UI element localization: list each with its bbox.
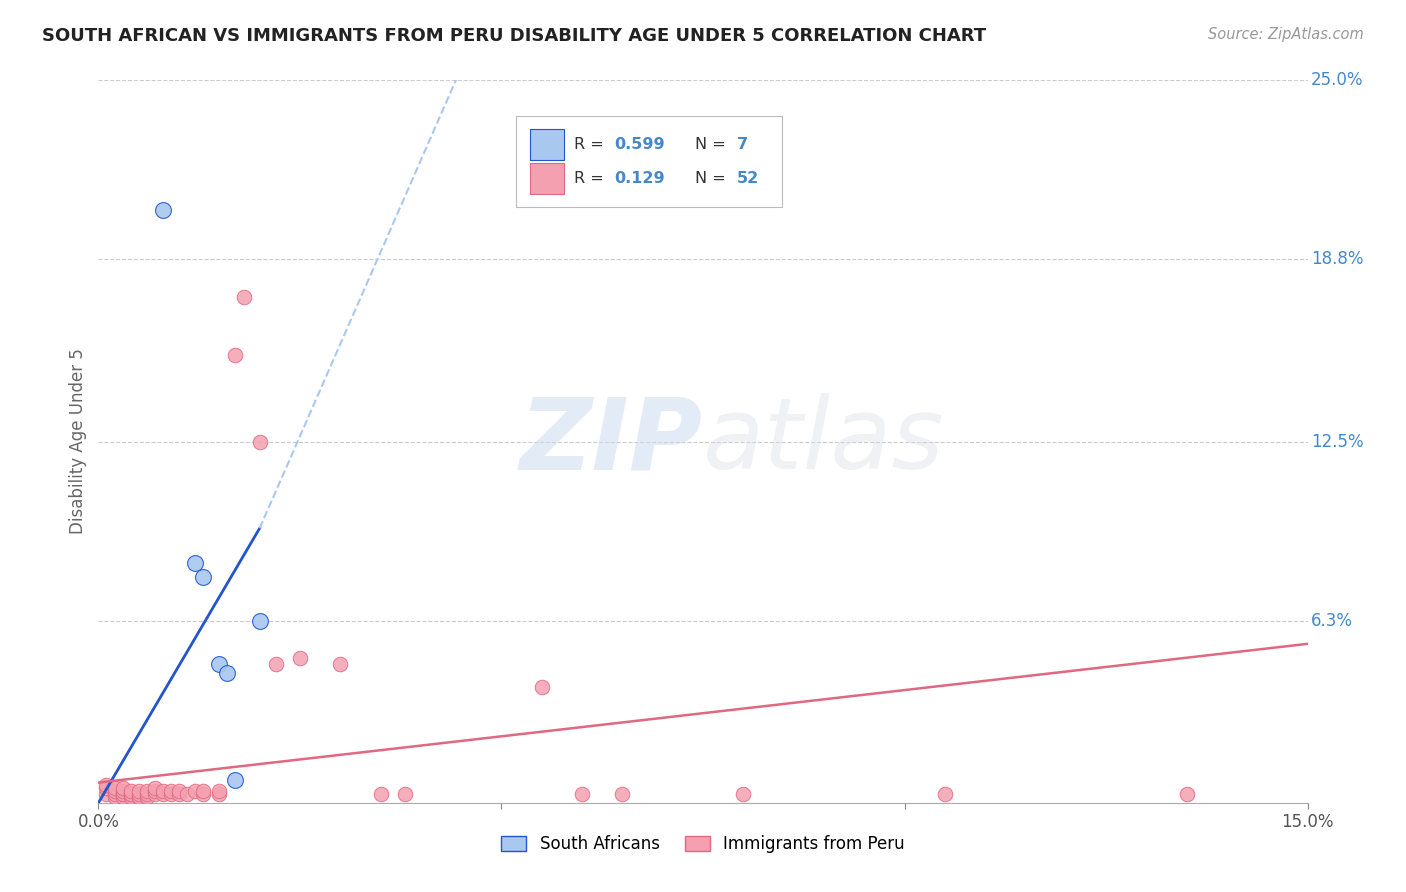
Point	[120, 787, 142, 801]
Point	[111, 790, 134, 805]
Point	[167, 784, 190, 798]
Point	[249, 434, 271, 449]
Text: 18.8%: 18.8%	[1312, 251, 1364, 268]
Point	[128, 784, 150, 798]
Point	[934, 787, 956, 801]
Point	[208, 657, 231, 671]
Point	[111, 781, 134, 796]
Point	[160, 784, 183, 798]
Text: 7: 7	[737, 137, 748, 152]
Text: Source: ZipAtlas.com: Source: ZipAtlas.com	[1208, 27, 1364, 42]
Point	[96, 787, 118, 801]
Point	[217, 665, 239, 680]
Text: 0.599: 0.599	[614, 137, 665, 152]
Point	[733, 787, 755, 801]
FancyBboxPatch shape	[530, 163, 564, 194]
Text: atlas: atlas	[703, 393, 945, 490]
Point	[530, 680, 553, 694]
FancyBboxPatch shape	[516, 117, 782, 207]
Point	[160, 787, 183, 801]
Point	[176, 787, 198, 801]
Point	[120, 787, 142, 801]
Point	[128, 787, 150, 801]
Point	[128, 790, 150, 805]
Point	[571, 787, 593, 801]
Legend: South Africans, Immigrants from Peru: South Africans, Immigrants from Peru	[495, 828, 911, 860]
Point	[152, 784, 174, 798]
Text: 6.3%: 6.3%	[1312, 612, 1353, 630]
Text: R =: R =	[574, 171, 609, 186]
Point	[111, 784, 134, 798]
Point	[103, 787, 125, 801]
FancyBboxPatch shape	[530, 129, 564, 160]
Point	[120, 790, 142, 805]
Point	[103, 784, 125, 798]
Point	[224, 348, 246, 362]
Y-axis label: Disability Age Under 5: Disability Age Under 5	[69, 349, 87, 534]
Point	[143, 787, 166, 801]
Point	[152, 787, 174, 801]
Text: SOUTH AFRICAN VS IMMIGRANTS FROM PERU DISABILITY AGE UNDER 5 CORRELATION CHART: SOUTH AFRICAN VS IMMIGRANTS FROM PERU DI…	[42, 27, 986, 45]
Point	[193, 787, 215, 801]
Text: 12.5%: 12.5%	[1312, 433, 1364, 450]
Point	[135, 787, 157, 801]
Point	[224, 772, 246, 787]
Point	[208, 787, 231, 801]
Point	[184, 556, 207, 570]
Point	[394, 787, 416, 801]
Point	[264, 657, 287, 671]
Text: R =: R =	[574, 137, 609, 152]
Point	[167, 787, 190, 801]
Point	[135, 784, 157, 798]
Point	[288, 651, 311, 665]
Point	[103, 790, 125, 805]
Point	[135, 790, 157, 805]
Point	[232, 290, 254, 304]
Text: ZIP: ZIP	[520, 393, 703, 490]
Point	[152, 203, 174, 218]
Point	[184, 784, 207, 798]
Point	[193, 784, 215, 798]
Text: 0.129: 0.129	[614, 171, 665, 186]
Point	[143, 781, 166, 796]
Text: 25.0%: 25.0%	[1312, 71, 1364, 89]
Text: 52: 52	[737, 171, 759, 186]
Point	[249, 614, 271, 628]
Point	[370, 787, 392, 801]
Point	[111, 787, 134, 801]
Text: N =: N =	[695, 137, 730, 152]
Point	[329, 657, 352, 671]
Point	[208, 784, 231, 798]
Point	[96, 779, 118, 793]
Point	[193, 570, 215, 584]
Point	[120, 784, 142, 798]
Point	[612, 787, 634, 801]
Point	[128, 790, 150, 805]
Text: N =: N =	[695, 171, 730, 186]
Point	[143, 784, 166, 798]
Point	[1175, 787, 1198, 801]
Point	[111, 787, 134, 801]
Point	[96, 781, 118, 796]
Point	[103, 781, 125, 796]
